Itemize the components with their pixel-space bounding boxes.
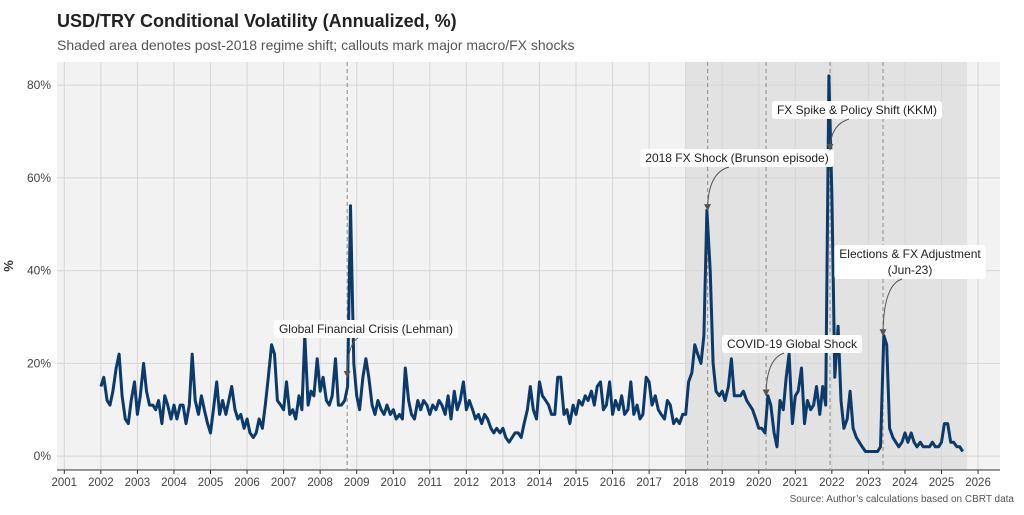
x-tick-label: 2019 [709,477,735,489]
x-tick-label: 2026 [965,477,991,489]
x-tick-label: 2010 [380,477,406,489]
source-note: Source: Author’s calculations based on C… [790,494,1015,505]
chart-subtitle: Shaded area denotes post-2018 regime shi… [57,37,574,53]
x-tick-label: 2012 [454,477,480,489]
x-tick-label: 2015 [563,477,589,489]
x-tick-label: 2025 [929,477,955,489]
x-tick-label: 2018 [673,477,699,489]
annotation: FX Spike & Policy Shift (KKM) [771,101,943,119]
y-axis-title: % [1,260,16,272]
x-tick-label: 2006 [234,477,260,489]
y-tick-label: 0% [34,449,52,463]
x-tick-label: 2003 [125,477,151,489]
annotation-label: FX Spike & Policy Shift (KKM) [777,103,937,117]
y-tick-label: 20% [27,356,51,370]
x-tick-label: 2013 [490,477,516,489]
x-tick-label: 2001 [52,477,78,489]
annotation-label: (Jun-23) [888,263,933,277]
x-tick-label: 2007 [271,477,297,489]
annotation-arrow [762,352,785,397]
x-tick-label: 2005 [198,477,224,489]
annotation-arrow [704,166,730,212]
chart-title: USD/TRY Conditional Volatility (Annualiz… [57,11,457,31]
annotation-arrow [826,118,850,151]
annotation-box [273,320,459,338]
y-tick-label: 60% [27,171,51,185]
x-tick-label: 2014 [527,477,553,489]
x-tick-label: 2004 [161,477,187,489]
x-tick-label: 2011 [417,477,442,489]
x-tick-label: 2008 [307,477,333,489]
x-tick-label: 2020 [746,477,772,489]
x-tick-label: 2016 [600,477,626,489]
x-tick-label: 2022 [819,477,845,489]
annotation: 2018 FX Shock (Brunson episode) [640,149,834,167]
line-series [99,74,964,453]
annotation-box [771,101,943,119]
annotation-label: Global Financial Crisis (Lehman) [279,322,453,336]
annotation-label: Elections & FX Adjustment [839,247,981,261]
x-tick-label: 2023 [856,477,882,489]
x-tick-label: 2017 [636,477,662,489]
x-tick-label: 2021 [783,477,809,489]
annotation-arrow [343,337,359,378]
annotation: COVID-19 Global Shock [721,335,863,353]
x-tick-label: 2009 [344,477,370,489]
annotation-box [834,245,986,279]
x-tick-label: 2002 [88,477,114,489]
annotation-arrow [879,278,903,337]
annotation-box [721,335,863,353]
y-tick-label: 40% [27,264,51,278]
annotation-label: 2018 FX Shock (Brunson episode) [645,151,828,165]
y-tick-label: 80% [27,78,51,92]
annotation-label: COVID-19 Global Shock [727,337,858,351]
annotation-box [640,149,834,167]
x-tick-label: 2024 [892,477,918,489]
annotation: Elections & FX Adjustment (Jun-23) [834,245,986,279]
annotation: Global Financial Crisis (Lehman) [273,320,459,338]
